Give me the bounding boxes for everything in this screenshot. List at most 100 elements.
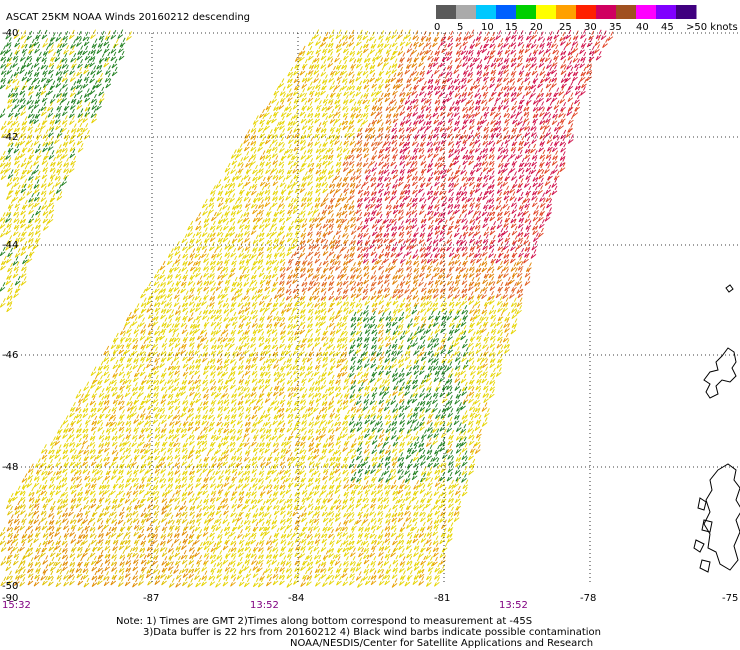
wind-barb	[510, 87, 517, 97]
colorbar-swatch	[596, 5, 617, 19]
wind-barb	[21, 43, 28, 54]
wind-barb	[567, 46, 574, 56]
wind-barb	[369, 129, 376, 140]
wind-barb	[455, 422, 462, 432]
wind-barb	[182, 248, 189, 259]
wind-barb	[440, 486, 447, 497]
wind-barb	[287, 430, 294, 441]
wind-barb	[426, 253, 433, 264]
wind-barb	[461, 87, 468, 97]
wind-barb	[266, 170, 273, 181]
wind-barb	[26, 129, 33, 140]
wind-barb	[342, 261, 349, 271]
wind-barb	[376, 177, 383, 188]
wind-barb	[196, 241, 203, 251]
wind-barb	[531, 191, 538, 201]
wind-barb	[56, 43, 63, 54]
wind-barb	[238, 374, 245, 384]
wind-barb	[426, 240, 433, 251]
wind-barb	[315, 171, 322, 182]
wind-barb	[553, 29, 560, 40]
wind-barb	[321, 480, 328, 490]
wind-barb	[377, 437, 384, 448]
wind-barb	[188, 529, 195, 539]
wind-barb	[406, 86, 412, 97]
wind-barb	[455, 45, 462, 55]
wind-barb	[76, 85, 83, 95]
wind-barb	[69, 87, 76, 98]
wind-barb	[532, 172, 539, 182]
wind-barb	[524, 241, 531, 252]
wind-barb	[287, 66, 294, 77]
wind-barb	[230, 311, 237, 322]
wind-barb	[390, 312, 397, 322]
wind-barb	[427, 50, 434, 61]
wind-barb	[222, 388, 229, 398]
wind-barb	[125, 555, 132, 565]
wind-barb	[363, 206, 370, 217]
wind-barb	[209, 471, 216, 481]
wind-barb	[224, 162, 231, 173]
wind-barb	[497, 142, 504, 152]
wind-barb	[434, 94, 441, 105]
wind-barb	[511, 225, 518, 236]
wind-barb	[287, 253, 294, 264]
lat-label: -42	[2, 132, 18, 143]
wind-barb	[350, 142, 357, 153]
wind-barb	[26, 478, 33, 488]
wind-barb	[385, 31, 392, 41]
wind-barb	[133, 324, 140, 334]
wind-barb	[315, 143, 322, 154]
wind-barb	[250, 149, 257, 159]
wind-barb	[385, 393, 392, 404]
wind-barb	[370, 191, 377, 202]
wind-barb	[84, 470, 91, 481]
wind-barb	[243, 268, 250, 279]
wind-barb	[19, 93, 26, 103]
wind-barb	[119, 458, 125, 469]
wind-barb	[91, 100, 98, 110]
wind-barb	[336, 193, 343, 203]
wind-barb	[68, 163, 75, 174]
wind-barb	[236, 498, 243, 509]
wind-barb	[560, 65, 567, 75]
wind-barb	[392, 199, 399, 210]
wind-barb	[61, 149, 68, 159]
wind-barb	[399, 240, 406, 251]
wind-barb	[70, 81, 77, 91]
wind-barb	[482, 129, 489, 139]
wind-barb	[420, 512, 426, 523]
wind-barb	[314, 113, 321, 124]
wind-barb	[13, 143, 20, 154]
wind-barb	[363, 191, 370, 202]
wind-barb	[28, 226, 34, 237]
wind-barb	[152, 480, 159, 490]
wind-barb	[97, 562, 104, 573]
wind-barb	[399, 498, 406, 509]
wind-barb	[327, 58, 334, 68]
wind-barb	[488, 184, 495, 195]
wind-barb	[518, 212, 525, 223]
wind-barb	[279, 177, 286, 188]
wind-barb	[245, 353, 252, 363]
wind-barb	[273, 247, 280, 258]
wind-barb	[40, 106, 47, 117]
wind-barb	[497, 86, 504, 97]
wind-barb	[96, 59, 103, 70]
wind-barb	[385, 199, 392, 210]
wind-barb	[7, 514, 14, 524]
wind-barb	[391, 164, 398, 175]
wind-barb	[299, 51, 305, 62]
wind-barb	[362, 219, 369, 230]
wind-barb	[322, 115, 329, 126]
wind-barb	[20, 38, 27, 49]
wind-barb	[342, 576, 349, 587]
wind-barb	[580, 38, 587, 48]
wind-barb	[75, 79, 82, 90]
wind-barb	[26, 50, 33, 61]
wind-barb	[238, 248, 245, 258]
wind-barb	[314, 359, 321, 370]
wind-barb	[14, 155, 20, 166]
wind-barb	[245, 157, 252, 168]
